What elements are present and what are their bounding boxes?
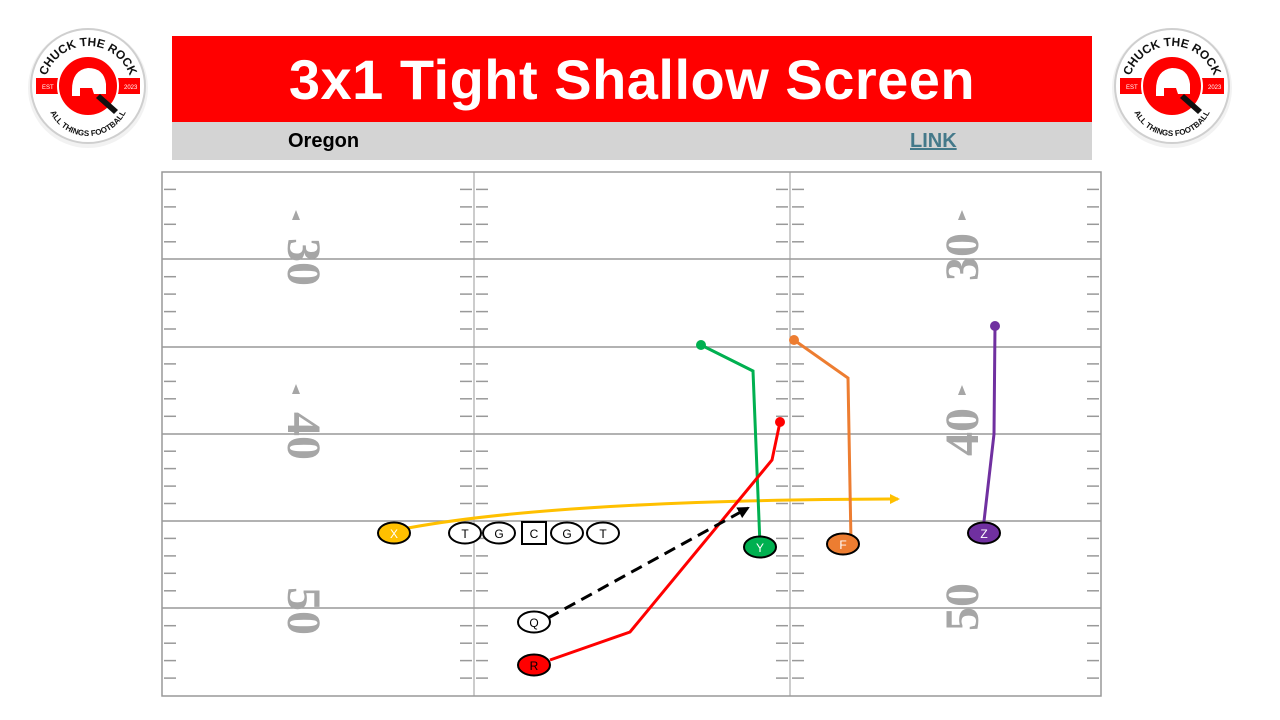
player-left-tackle [448, 521, 482, 545]
player-r [517, 653, 551, 677]
direction-arrow-icon [958, 385, 966, 395]
player-y-label: Y [756, 541, 764, 555]
logo-right: CHUCK THE ROCK ALL THINGS FOOTBALL EST 2… [1112, 28, 1232, 148]
pointer-icon [96, 94, 118, 114]
helmet-icon [72, 68, 106, 96]
logo-left: CHUCK THE ROCK ALL THINGS FOOTBALL EST 2… [28, 28, 148, 148]
f-route [793, 338, 853, 543]
direction-arrow-icon [958, 210, 966, 220]
player-x [377, 521, 411, 545]
y-route [700, 343, 762, 546]
player-y [743, 535, 777, 559]
player-left-guard [482, 521, 516, 545]
title-bar: 3x1 Tight Shallow Screen [172, 36, 1092, 122]
hash-marks [164, 188, 1099, 679]
z-route-end [990, 321, 1000, 331]
yard-number: 50 [277, 587, 330, 635]
x-route [407, 494, 900, 530]
play-link[interactable]: LINK [910, 130, 957, 152]
f-route-end [789, 335, 799, 345]
player-z [967, 521, 1001, 545]
pointer-icon [1180, 94, 1202, 114]
yard-number: 40 [277, 412, 330, 460]
team-name: Oregon [288, 130, 360, 152]
player-x-label: X [390, 527, 398, 541]
logo-year: 2023 [124, 85, 138, 91]
player-q [517, 610, 551, 634]
player-left-guard-label: G [494, 527, 503, 541]
r-route [549, 421, 782, 662]
subtitle-bar: Oregon LINK [172, 122, 1092, 160]
player-f-label: F [839, 538, 846, 552]
logo-year: 2023 [1208, 85, 1222, 91]
player-right-guard [550, 521, 584, 545]
y-route-end [696, 340, 706, 350]
yard-number: 40 [936, 408, 989, 456]
yard-number: 30 [277, 238, 330, 286]
r-route-end [775, 417, 785, 427]
player-r-label: R [530, 659, 539, 673]
helmet-icon [1156, 68, 1190, 96]
logo-est: EST [1126, 85, 1138, 91]
direction-arrow-icon [292, 384, 300, 394]
player-right-tackle [586, 521, 620, 545]
logo-est: EST [42, 85, 54, 91]
player-center-label: C [530, 527, 539, 541]
player-z-label: Z [980, 527, 987, 541]
pass-arrow [547, 506, 750, 620]
player-right-tackle-label: T [599, 527, 607, 541]
play-title: 3x1 Tight Shallow Screen [288, 47, 976, 111]
player-center [521, 521, 547, 545]
yard-number: 50 [936, 583, 989, 631]
player-q-label: Q [529, 616, 538, 630]
z-route [981, 325, 997, 531]
direction-arrow-icon [292, 210, 300, 220]
player-right-guard-label: G [562, 527, 571, 541]
yard-number: 30 [936, 233, 989, 281]
player-left-tackle-label: T [461, 527, 469, 541]
player-f [826, 532, 860, 556]
